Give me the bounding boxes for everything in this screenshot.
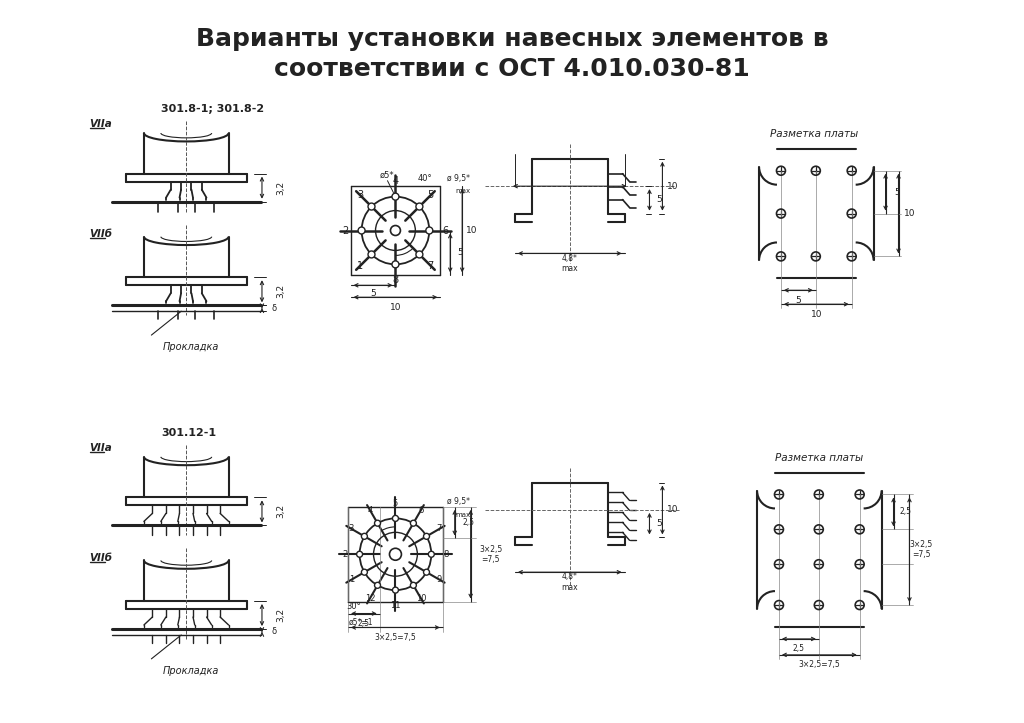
- Text: 3,2: 3,2: [275, 505, 285, 518]
- Circle shape: [411, 521, 417, 526]
- Circle shape: [361, 534, 368, 539]
- Text: соответствии с ОСТ 4.010.030-81: соответствии с ОСТ 4.010.030-81: [274, 57, 750, 81]
- Text: 3×2,5
=7,5: 3×2,5 =7,5: [909, 540, 933, 560]
- Text: ø5*=1: ø5*=1: [348, 617, 373, 627]
- Text: 5: 5: [458, 249, 463, 257]
- Text: VIIа: VIIа: [90, 442, 113, 453]
- Text: 301.8-1; 301.8-2: 301.8-1; 301.8-2: [162, 104, 264, 114]
- Text: 5: 5: [796, 296, 801, 304]
- Circle shape: [392, 587, 398, 593]
- Text: 7: 7: [428, 261, 434, 270]
- Circle shape: [428, 551, 434, 557]
- Circle shape: [361, 569, 368, 576]
- Text: 3×2,5=7,5: 3×2,5=7,5: [799, 660, 840, 669]
- Circle shape: [368, 203, 375, 210]
- Text: Варианты установки навесных элементов в: Варианты установки навесных элементов в: [196, 27, 828, 51]
- Text: 9: 9: [437, 576, 442, 584]
- Text: δ: δ: [272, 628, 278, 636]
- Circle shape: [368, 251, 375, 258]
- Text: 1: 1: [349, 576, 354, 584]
- Text: 2: 2: [342, 226, 349, 236]
- Text: 3×2,5
=7,5: 3×2,5 =7,5: [479, 544, 502, 564]
- Text: 3,2: 3,2: [275, 608, 285, 622]
- Text: δ: δ: [272, 304, 278, 313]
- Text: 5: 5: [393, 499, 398, 508]
- Text: Разметка платы: Разметка платы: [770, 129, 858, 139]
- Text: 301.12-1: 301.12-1: [162, 428, 216, 437]
- Text: 4: 4: [392, 176, 398, 186]
- Text: 5: 5: [428, 190, 434, 200]
- Text: 7: 7: [437, 524, 442, 534]
- Circle shape: [416, 251, 423, 258]
- Text: 30°: 30°: [346, 602, 361, 610]
- Text: 8: 8: [443, 549, 449, 559]
- Text: 2,5: 2,5: [899, 508, 911, 516]
- Circle shape: [375, 521, 381, 526]
- Circle shape: [356, 551, 362, 557]
- Circle shape: [358, 227, 366, 234]
- Text: 40°: 40°: [418, 174, 433, 183]
- Circle shape: [390, 226, 400, 236]
- Circle shape: [411, 582, 417, 589]
- Text: 6: 6: [418, 506, 424, 515]
- Text: 10: 10: [416, 594, 426, 603]
- Text: VIIа: VIIа: [90, 119, 113, 129]
- Text: 10: 10: [466, 226, 478, 235]
- Text: Прокладка: Прокладка: [163, 342, 219, 352]
- Text: 2: 2: [342, 549, 347, 559]
- Text: 6: 6: [442, 226, 449, 236]
- Text: 3: 3: [357, 190, 364, 200]
- Text: 12: 12: [365, 594, 376, 603]
- Text: ø 9,5*: ø 9,5*: [447, 174, 470, 183]
- Text: 10: 10: [904, 209, 915, 218]
- Text: VIIб: VIIб: [90, 553, 113, 563]
- Text: 5: 5: [895, 188, 900, 197]
- Text: 2,5: 2,5: [793, 644, 805, 654]
- Circle shape: [392, 261, 399, 268]
- Circle shape: [426, 227, 433, 234]
- Text: 2,5: 2,5: [358, 619, 370, 628]
- Text: 3,2: 3,2: [275, 284, 285, 299]
- Text: 5: 5: [370, 288, 376, 298]
- Text: 3×2,5=7,5: 3×2,5=7,5: [375, 633, 417, 642]
- Text: 10: 10: [390, 303, 401, 312]
- Circle shape: [392, 193, 399, 200]
- Circle shape: [389, 548, 401, 560]
- Text: 4: 4: [368, 506, 373, 515]
- Text: 4,8*
max: 4,8* max: [561, 254, 579, 273]
- Text: 1: 1: [357, 261, 364, 270]
- Text: 5: 5: [656, 519, 663, 528]
- Text: Прокладка: Прокладка: [163, 666, 219, 676]
- Text: 11: 11: [390, 601, 400, 609]
- Circle shape: [375, 582, 381, 589]
- Text: 3: 3: [349, 524, 354, 534]
- Text: VIIб: VIIб: [90, 229, 113, 239]
- Circle shape: [392, 515, 398, 521]
- Text: max: max: [455, 188, 470, 194]
- Text: 5: 5: [656, 195, 663, 205]
- Text: ø 9,5*: ø 9,5*: [447, 497, 470, 506]
- Text: 8: 8: [392, 275, 398, 286]
- Text: Разметка платы: Разметка платы: [775, 453, 863, 463]
- Text: max: max: [455, 512, 470, 518]
- Circle shape: [424, 569, 429, 576]
- Text: 3,2: 3,2: [275, 181, 285, 194]
- Text: 4,8*
max: 4,8* max: [561, 573, 579, 592]
- Text: 10: 10: [811, 309, 822, 319]
- Circle shape: [424, 534, 429, 539]
- Text: 2,5: 2,5: [463, 518, 475, 527]
- Text: ø5*: ø5*: [380, 170, 395, 179]
- Text: 10: 10: [667, 505, 678, 515]
- Text: 10: 10: [667, 181, 678, 191]
- Circle shape: [416, 203, 423, 210]
